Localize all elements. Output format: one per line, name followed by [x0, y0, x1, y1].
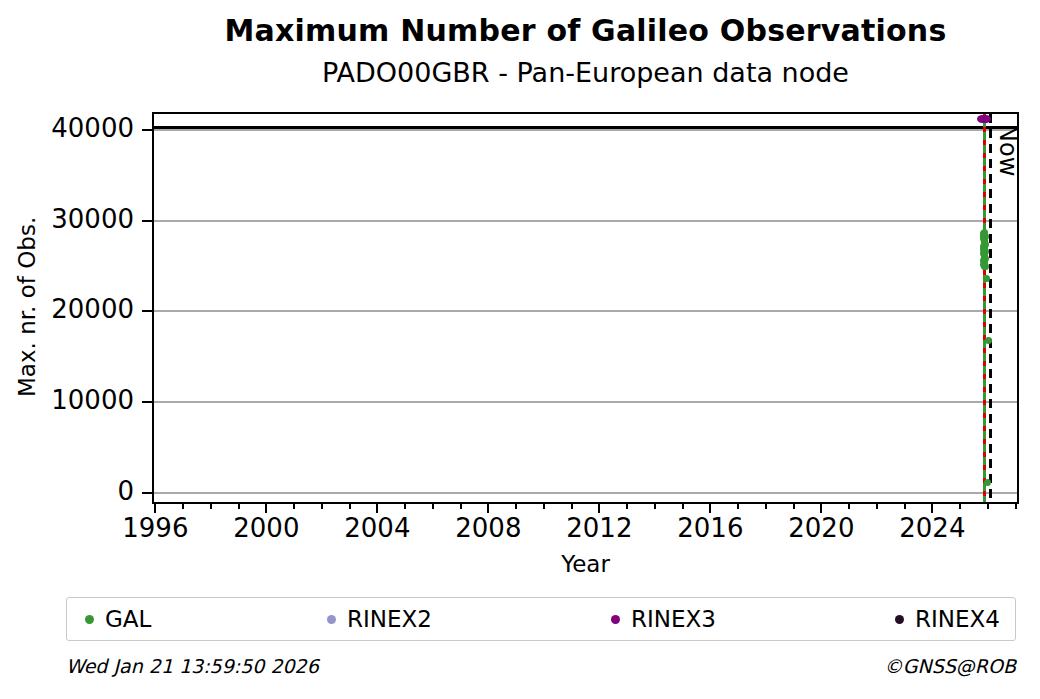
x-minor-tick — [487, 504, 489, 509]
legend-item-rinex4: RINEX4 — [895, 598, 1000, 640]
plot-canvas — [154, 114, 1017, 502]
x-minor-tick — [1015, 504, 1017, 509]
x-minor-tick — [293, 504, 295, 509]
x-minor-tick — [182, 504, 184, 509]
x-tick — [709, 504, 711, 513]
legend-label: RINEX2 — [347, 606, 432, 632]
x-minor-tick — [682, 504, 684, 509]
chart-title: Maximum Number of Galileo Observations — [152, 13, 1019, 48]
x-minor-tick — [709, 504, 711, 509]
x-tick-label: 2012 — [549, 514, 649, 543]
legend-item-rinex2: RINEX2 — [327, 598, 432, 640]
x-tick-label: 1996 — [105, 514, 205, 543]
y-tick — [142, 220, 152, 222]
copyright: ©GNSS@ROB — [884, 655, 1016, 677]
x-minor-tick — [737, 504, 739, 509]
x-minor-tick — [515, 504, 517, 509]
x-minor-tick — [432, 504, 434, 509]
x-tick — [598, 504, 600, 513]
grid-line — [154, 129, 1017, 131]
x-minor-tick — [987, 504, 989, 509]
x-tick — [931, 504, 933, 513]
x-tick-label: 2020 — [771, 514, 871, 543]
x-tick — [820, 504, 822, 513]
x-minor-tick — [238, 504, 240, 509]
legend: GAL RINEX2 RINEX3 RINEX4 — [66, 597, 1016, 641]
x-minor-tick — [931, 504, 933, 509]
x-minor-tick — [654, 504, 656, 509]
y-tick — [142, 310, 152, 312]
chart-subtitle: PADO00GBR - Pan-European data node — [152, 57, 1019, 88]
x-minor-tick — [848, 504, 850, 509]
rinex3-marker-icon — [611, 615, 620, 624]
grid-line — [154, 401, 1017, 403]
x-tick — [487, 504, 489, 513]
gal-marker-icon — [85, 615, 94, 624]
x-minor-tick — [626, 504, 628, 509]
max-observations-line — [154, 126, 1017, 129]
y-tick — [142, 129, 152, 131]
plot-timestamp: Wed Jan 21 13:59:50 2026 — [66, 655, 319, 677]
x-minor-tick — [154, 504, 156, 509]
legend-label: RINEX4 — [915, 606, 1000, 632]
x-tick-label: 2008 — [438, 514, 538, 543]
x-minor-tick — [460, 504, 462, 509]
chart-page: Maximum Number of Galileo Observations P… — [0, 0, 1040, 699]
x-axis-label: Year — [152, 551, 1019, 577]
x-minor-tick — [349, 504, 351, 509]
x-minor-tick — [543, 504, 545, 509]
legend-item-rinex3: RINEX3 — [611, 598, 716, 640]
legend-label: RINEX3 — [631, 606, 716, 632]
legend-label: GAL — [105, 606, 151, 632]
grid-line — [154, 492, 1017, 494]
y-tick — [142, 492, 152, 494]
x-tick-label: 2000 — [216, 514, 316, 543]
x-tick — [154, 504, 156, 513]
legend-item-gal: GAL — [85, 598, 151, 640]
x-minor-tick — [765, 504, 767, 509]
event-line — [983, 114, 986, 502]
now-line — [989, 114, 992, 502]
x-minor-tick — [876, 504, 878, 509]
x-minor-tick — [571, 504, 573, 509]
plot-area — [152, 112, 1019, 504]
y-tick-label: 30000 — [32, 205, 134, 234]
x-tick-label: 2016 — [660, 514, 760, 543]
grid-line — [154, 310, 1017, 312]
x-minor-tick — [265, 504, 267, 509]
y-tick-label: 0 — [32, 477, 134, 506]
y-tick-label: 20000 — [32, 295, 134, 324]
data-point-gal — [984, 479, 991, 486]
y-axis-label: Max. nr. of Obs. — [14, 217, 40, 397]
x-minor-tick — [959, 504, 961, 509]
x-minor-tick — [904, 504, 906, 509]
x-minor-tick — [793, 504, 795, 509]
x-minor-tick — [404, 504, 406, 509]
y-tick — [142, 401, 152, 403]
x-tick — [376, 504, 378, 513]
x-tick-label: 2024 — [882, 514, 982, 543]
x-minor-tick — [820, 504, 822, 509]
y-tick-label: 10000 — [32, 386, 134, 415]
x-tick — [265, 504, 267, 513]
x-minor-tick — [376, 504, 378, 509]
x-minor-tick — [210, 504, 212, 509]
x-minor-tick — [321, 504, 323, 509]
x-tick-label: 2004 — [327, 514, 427, 543]
y-tick-label: 40000 — [32, 114, 134, 143]
rinex2-marker-icon — [327, 615, 336, 624]
x-minor-tick — [598, 504, 600, 509]
grid-line — [154, 220, 1017, 222]
rinex4-marker-icon — [895, 615, 904, 624]
